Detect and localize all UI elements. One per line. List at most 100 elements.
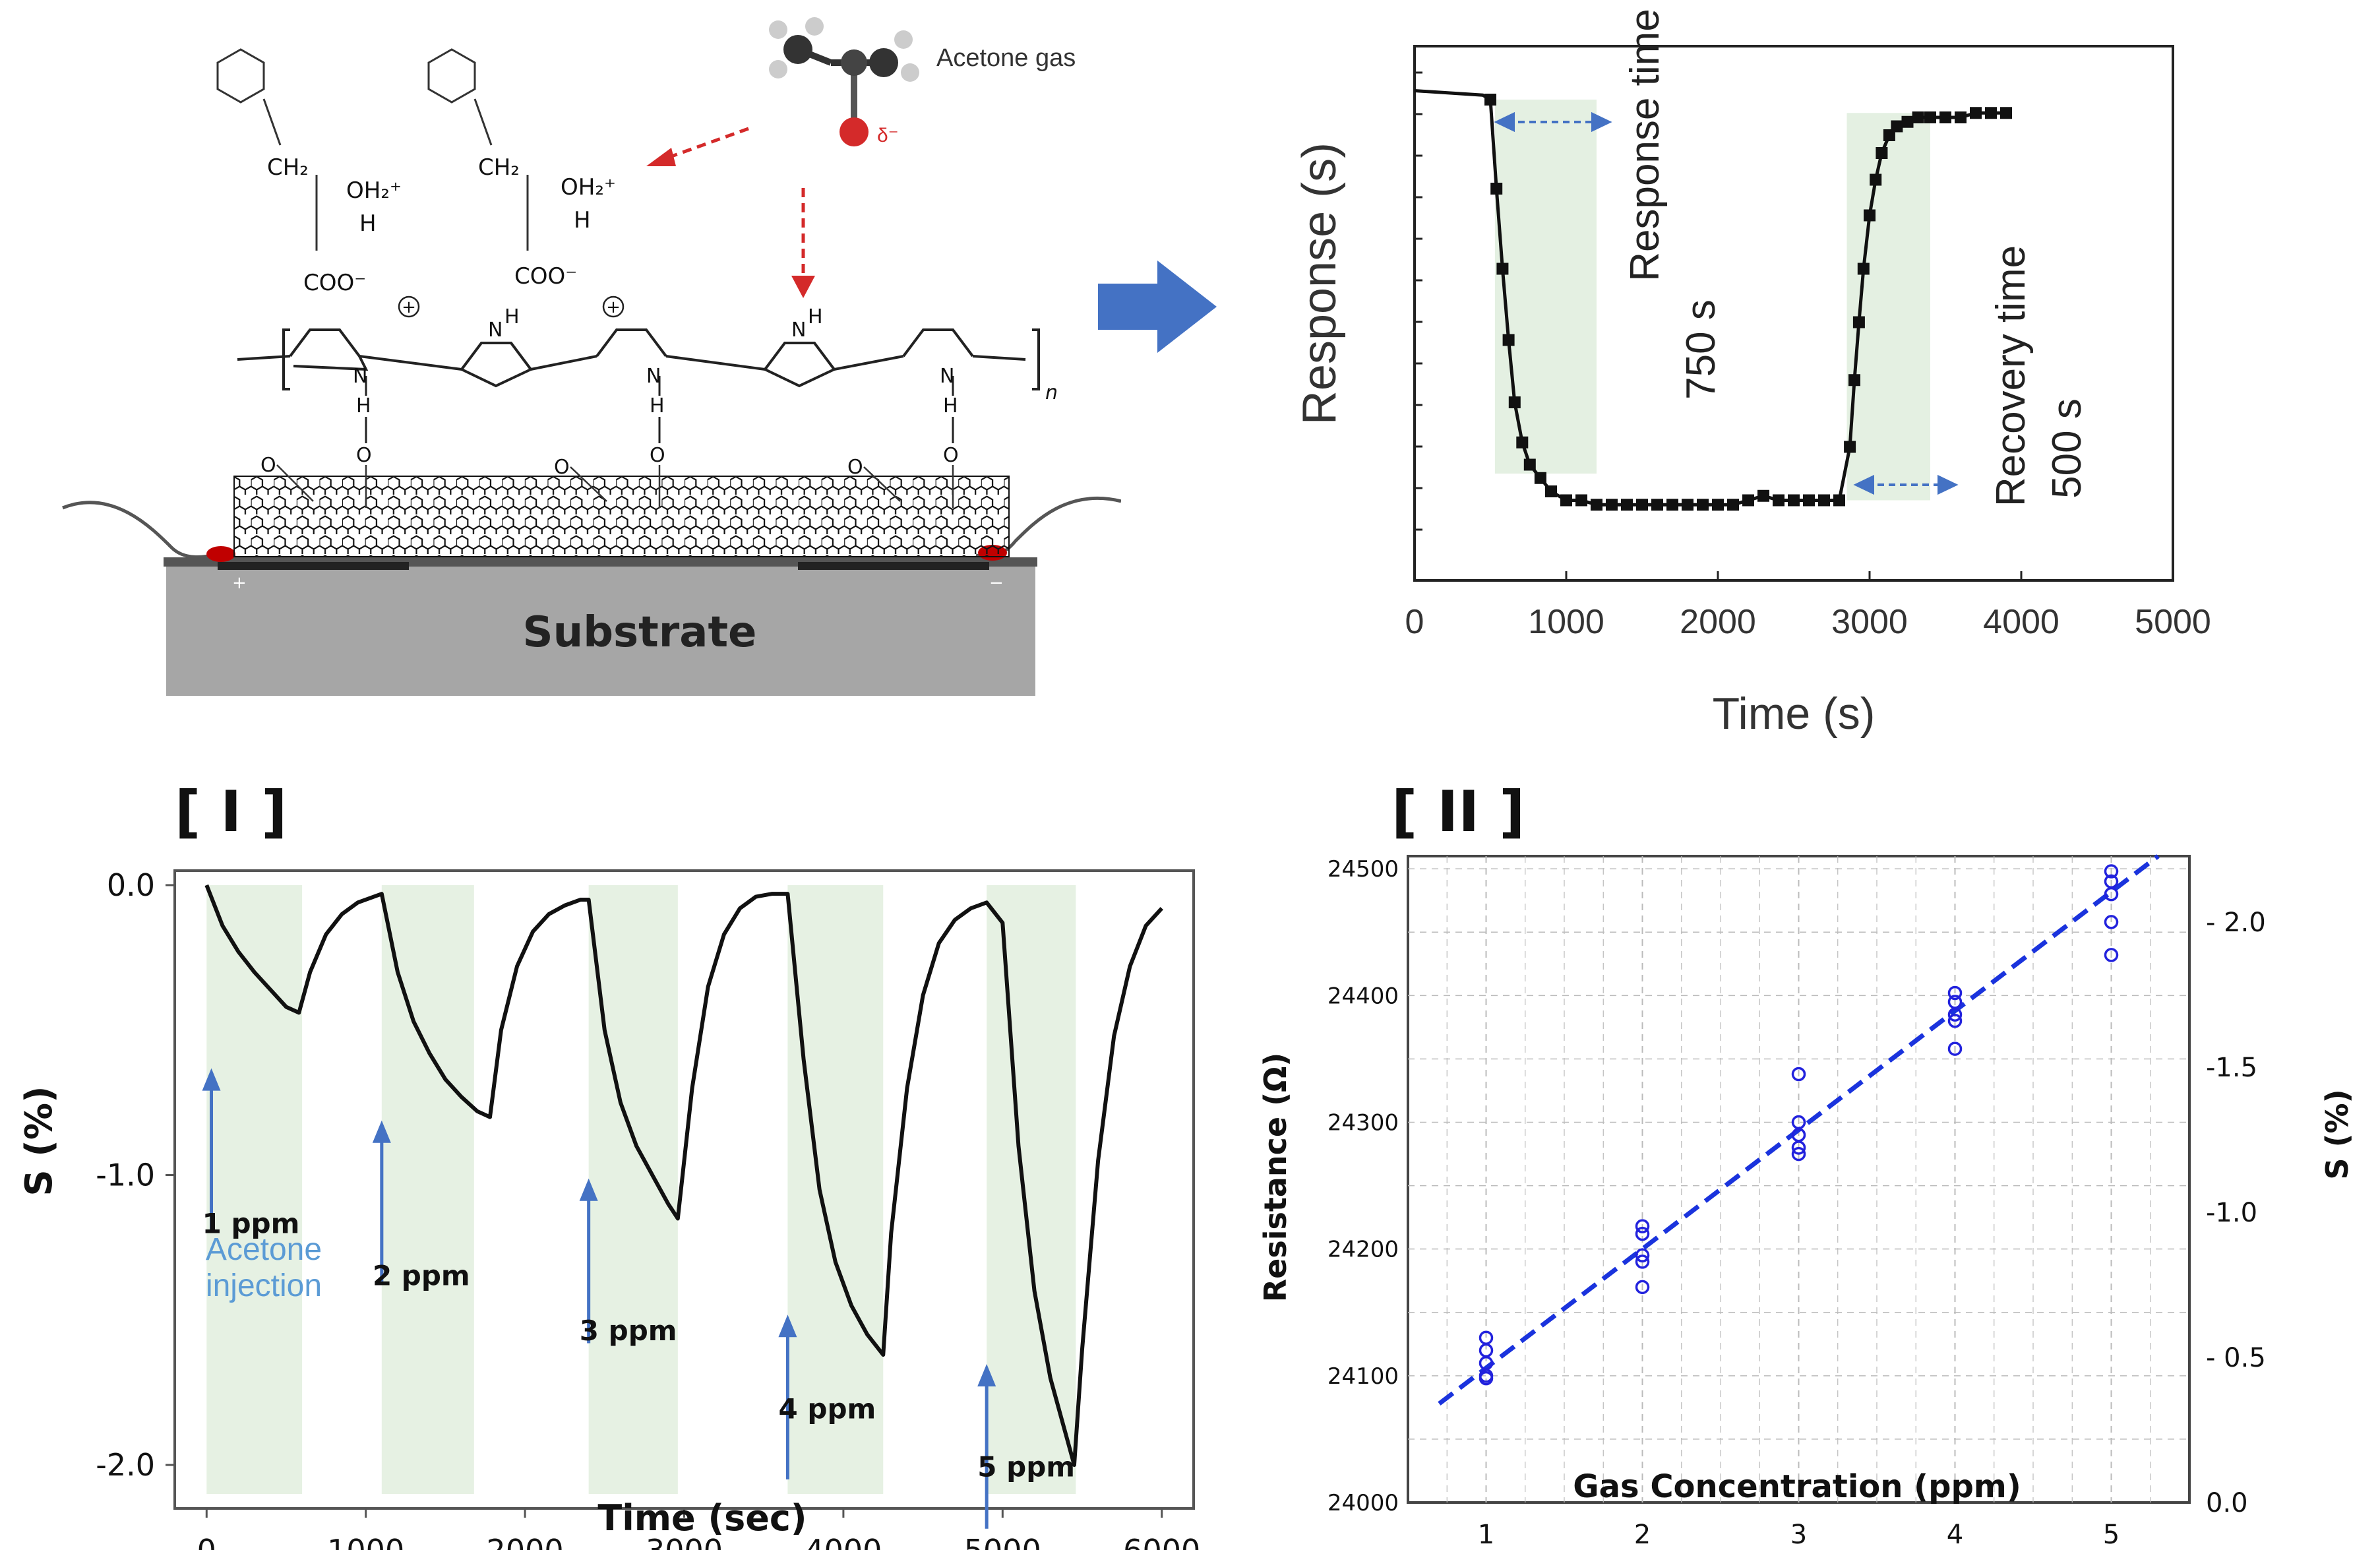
substrate-label: Substrate	[523, 608, 757, 657]
panel-II-x-tick-label: 2	[1634, 1520, 1651, 1550]
svg-text:H: H	[356, 394, 371, 418]
panel-II-y-tick-label: 24500	[1327, 856, 1399, 883]
svg-text:+: +	[606, 297, 621, 317]
panel-II-data-point	[1635, 1248, 1650, 1263]
substrate-block	[166, 564, 1035, 696]
panel-I-x-tick-label: 4000	[805, 1533, 882, 1550]
response-data-point	[1697, 499, 1709, 511]
phenylalanine-molecules	[216, 48, 529, 251]
svg-text:H: H	[574, 207, 591, 233]
recovery-time-annotation: Recovery time	[1988, 245, 2034, 507]
polypyrrole-chain	[237, 328, 1040, 390]
panel-II-data-point	[1635, 1219, 1650, 1233]
injection-note-line2: injection	[206, 1268, 322, 1303]
response-x-tick-label: 2000	[1680, 603, 1756, 641]
response-data-point	[1490, 183, 1503, 195]
panel-II-y-tick-label: 24400	[1327, 983, 1399, 1009]
response-x-tick-label: 5000	[2135, 603, 2211, 641]
electrode-plus-sign: +	[232, 573, 247, 593]
svg-text:O: O	[847, 456, 863, 479]
response-data-point	[1727, 499, 1739, 511]
panel-I-x-tick-label: 3000	[646, 1533, 723, 1550]
svg-text:H: H	[504, 305, 520, 328]
svg-text:N: N	[646, 365, 661, 388]
injection-arrow-head	[977, 1364, 996, 1387]
contact-dot-left	[206, 546, 235, 562]
panel-I-x-tick-label: 0	[197, 1533, 216, 1550]
response-plot-frame	[1413, 45, 2174, 582]
response-x-tick-label: 3000	[1831, 603, 1908, 641]
injection-arrow-head	[372, 1120, 391, 1143]
svg-text:OH₂⁺: OH₂⁺	[346, 177, 402, 204]
acetone-gas-label: Acetone gas	[936, 44, 1076, 72]
response-data-point	[1508, 396, 1521, 408]
response-data-point	[1712, 499, 1724, 511]
response-data-point	[1496, 263, 1509, 275]
injection-note-line1: Acetone	[206, 1232, 322, 1267]
panel-II-data-point	[1947, 1014, 1963, 1028]
panel-II-data-point	[2104, 915, 2119, 929]
response-time-value: 750 s	[1678, 299, 1724, 400]
svg-text:O: O	[260, 454, 276, 477]
panel-II-y-tick-label: 24200	[1327, 1237, 1399, 1263]
panel-II-data-point	[2104, 886, 2119, 902]
panel-I-y-tick-label: -2.0	[96, 1447, 155, 1483]
response-data-point	[1534, 472, 1546, 484]
panel-II-data-point	[1791, 1140, 1806, 1155]
response-data-point	[1484, 94, 1496, 106]
injection-arrow-head	[202, 1068, 221, 1091]
panel-II-data-point	[1635, 1226, 1650, 1241]
response-shaded-region	[1494, 100, 1597, 474]
svg-text:N: N	[791, 319, 806, 342]
svg-text:O: O	[650, 444, 665, 467]
response-data-point	[2000, 107, 2012, 119]
response-data-point	[1844, 441, 1856, 453]
panel-I-shaded-region	[206, 884, 303, 1495]
response-data-point	[1523, 458, 1536, 471]
panel-II-x-tick-label: 3	[1790, 1520, 1807, 1550]
svg-text:COO⁻: COO⁻	[303, 270, 366, 296]
panel-II-data-point	[1947, 985, 1963, 1001]
response-data-point	[1516, 436, 1529, 449]
svg-text:H: H	[650, 394, 665, 418]
panel-II-data-point	[2104, 864, 2119, 879]
panel-I-y-tick-label: 0.0	[107, 867, 155, 903]
injection-label: 4 ppm	[779, 1393, 876, 1425]
response-data-point	[1870, 173, 1882, 186]
response-x-axis-label: Time (s)	[1713, 689, 1876, 739]
panel-II-data-point	[1791, 1146, 1806, 1162]
response-data-point	[1606, 499, 1618, 511]
response-data-point	[1651, 499, 1663, 511]
response-x-tick-label: 0	[1405, 603, 1424, 641]
response-data-point	[1502, 334, 1515, 346]
response-data-point	[1852, 316, 1865, 328]
response-data-point	[1857, 263, 1870, 275]
svg-text:N: N	[488, 319, 503, 342]
svg-text:N: N	[353, 365, 367, 388]
response-time-annotation: Response time	[1622, 9, 1668, 282]
panel-I-shaded-region	[787, 884, 884, 1495]
svg-text:H: H	[808, 305, 823, 328]
panel-II-data-point	[1479, 1371, 1494, 1386]
panel-II-y2-tick-label: - 2.0	[2206, 908, 2266, 938]
response-data-point	[1955, 111, 1967, 123]
panel-II-y-axis-label: Resistance (Ω)	[1258, 1053, 1293, 1303]
response-data-point	[1803, 494, 1815, 507]
response-data-point	[1924, 111, 1936, 123]
svg-text:+: +	[402, 297, 416, 317]
panel-I-x-tick-label: 1000	[327, 1533, 404, 1550]
panel-II-y-tick-label: 24100	[1327, 1363, 1399, 1390]
injection-arrow-head	[579, 1178, 598, 1201]
response-data-point	[1757, 489, 1769, 502]
response-data-point	[1818, 494, 1830, 507]
response-data-point	[1970, 107, 1982, 119]
response-data-point	[1575, 494, 1587, 507]
svg-text:O: O	[943, 444, 959, 467]
svg-text:O: O	[356, 444, 372, 467]
panel-I-y-tick-label: -1.0	[96, 1158, 155, 1193]
response-data-point	[1621, 499, 1633, 511]
electrode-right	[798, 562, 989, 570]
svg-text:COO⁻: COO⁻	[514, 263, 577, 290]
panel-I-chart: [ I ] 0 1000 2000 3000 4000 5000 6000 0.0 -1.0 -2…	[18, 779, 1200, 1550]
